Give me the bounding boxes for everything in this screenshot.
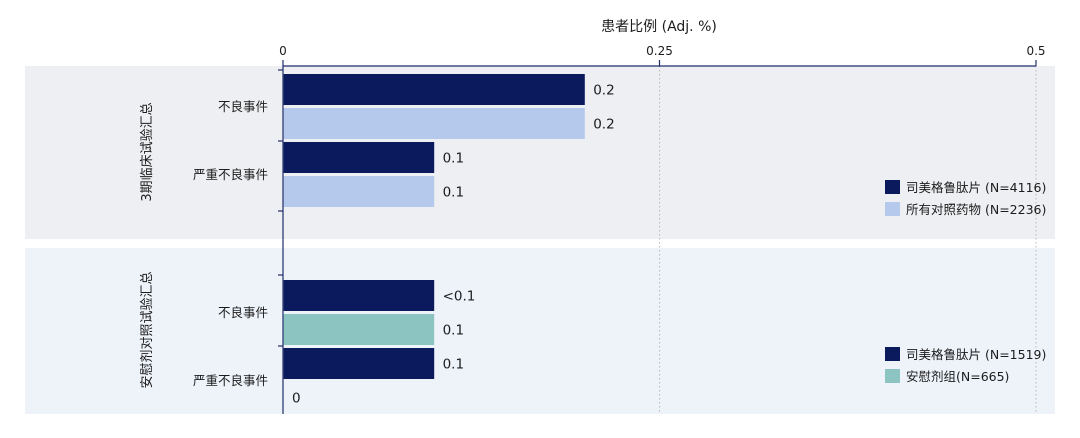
data-label: 0.1 xyxy=(443,357,464,373)
x-axis-title: 患者比例 (Adj. %) xyxy=(601,19,717,35)
category-label: 不良事件 xyxy=(218,305,268,320)
legend-swatch xyxy=(885,369,900,383)
data-label: 0.1 xyxy=(443,151,464,167)
legend-label: 安慰剂组(N=665) xyxy=(906,369,1009,384)
data-label: 0.2 xyxy=(593,83,614,99)
bar xyxy=(283,280,435,311)
data-label: 0.1 xyxy=(443,185,464,201)
data-label: <0.1 xyxy=(443,289,476,305)
bar xyxy=(283,314,435,345)
category-label: 严重不良事件 xyxy=(193,167,268,182)
panel-label: 3期临床试验汇总 xyxy=(139,102,155,201)
bar xyxy=(283,108,585,139)
bar xyxy=(283,74,585,105)
legend-swatch xyxy=(885,180,900,194)
legend-swatch xyxy=(885,202,900,216)
x-tick-label: 0.25 xyxy=(646,44,673,58)
data-label: 0.1 xyxy=(443,323,464,339)
bar xyxy=(283,176,435,207)
legend-label: 司美格鲁肽片 (N=4116) xyxy=(906,180,1046,195)
x-tick-label: 0 xyxy=(279,44,287,58)
panel-background-placebo xyxy=(25,248,1055,414)
x-tick-label: 0.5 xyxy=(1026,44,1045,58)
bar xyxy=(283,348,435,379)
legend-swatch xyxy=(885,347,900,361)
category-label: 不良事件 xyxy=(218,99,268,114)
bar xyxy=(283,142,435,173)
panel-label: 安慰剂对照试验汇总 xyxy=(139,271,155,388)
category-label: 严重不良事件 xyxy=(193,373,268,388)
data-label: 0.2 xyxy=(593,117,614,133)
legend-label: 司美格鲁肽片 (N=1519) xyxy=(906,347,1046,362)
legend-label: 所有对照药物 (N=2236) xyxy=(906,202,1046,217)
data-label: 0 xyxy=(292,391,301,407)
